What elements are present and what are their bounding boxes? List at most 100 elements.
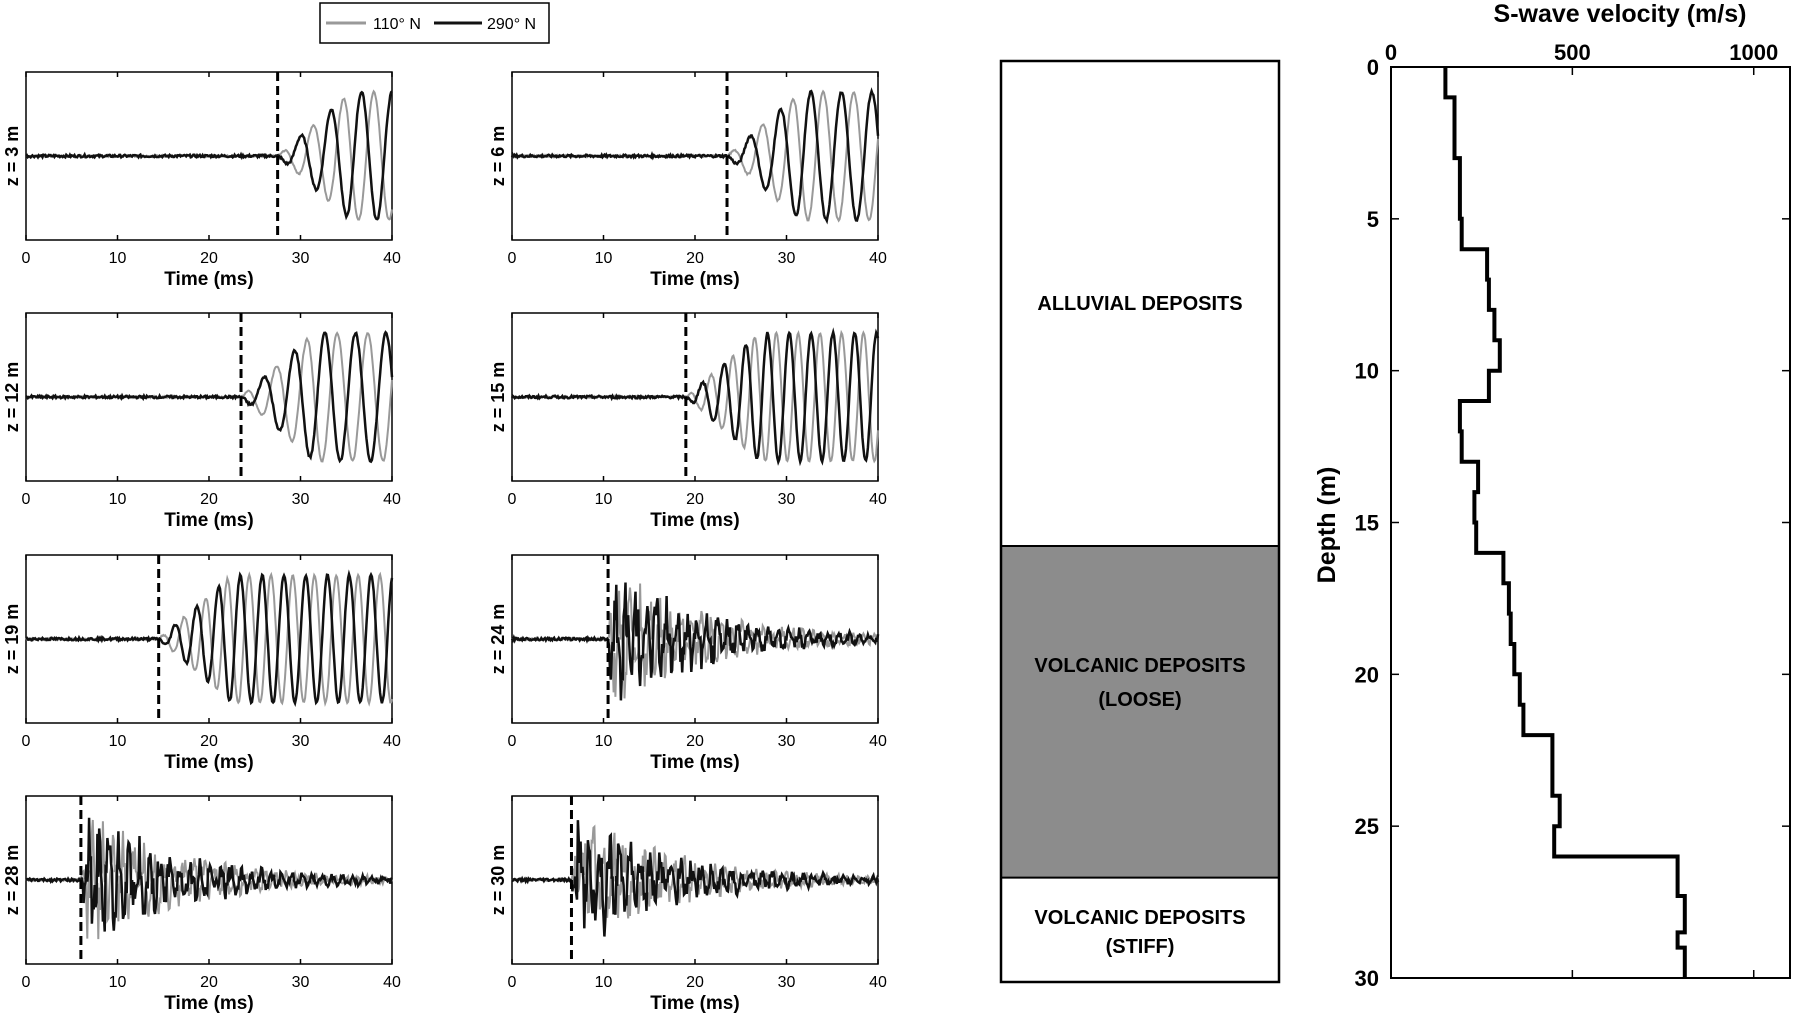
x-tick-label: 10 — [595, 250, 613, 267]
x-tick-label: 0 — [508, 491, 517, 508]
stratigraphic-column: ALLUVIAL DEPOSITS VOLCANIC DEPOSITS (LOO… — [999, 59, 1281, 984]
layer-volcanic-loose — [1001, 546, 1279, 878]
vs-y-tick-label: 30 — [1355, 966, 1379, 991]
vs-y-tick-label: 5 — [1367, 207, 1379, 232]
x-tick-label: 10 — [109, 250, 127, 267]
layer-label-volcanic-loose: VOLCANIC DEPOSITS — [1034, 655, 1245, 677]
x-tick-label: 30 — [292, 491, 310, 508]
legend: 110° N 290° N — [319, 2, 550, 44]
x-axis-label: Time (ms) — [164, 510, 253, 531]
x-tick-label: 10 — [109, 491, 127, 508]
seismogram-panel: 0 10 20 30 40 Time (ms) z = 24 m — [488, 554, 887, 773]
vs-profile-line — [1443, 67, 1687, 978]
x-axis-label: Time (ms) — [650, 269, 739, 290]
x-tick-label: 30 — [778, 974, 796, 991]
seismogram-panel: 0 10 20 30 40 Time (ms) z = 6 m — [488, 71, 887, 290]
legend-label-110: 110° N — [373, 16, 421, 33]
seismogram-panel: 0 10 20 30 40 Time (ms) z = 3 m — [2, 71, 401, 290]
x-tick-label: 20 — [686, 491, 704, 508]
x-tick-label: 10 — [595, 491, 613, 508]
x-axis-label: Time (ms) — [650, 993, 739, 1014]
x-tick-label: 10 — [595, 974, 613, 991]
trace-290 — [25, 330, 394, 464]
vs-profile-chart: S-wave velocity (m/s) Depth (m) 0 500 1000… — [1313, 0, 1791, 991]
x-axis-label: Time (ms) — [164, 993, 253, 1014]
x-tick-label: 40 — [869, 491, 887, 508]
layer-alluvial — [1001, 61, 1279, 547]
x-tick-label: 30 — [778, 733, 796, 750]
x-tick-label: 40 — [383, 250, 401, 267]
x-tick-label: 0 — [508, 250, 517, 267]
seismogram-panels: 0 10 20 30 40 Time (ms) z = 3 m 0 10 20 30 40 Time (… — [2, 71, 887, 1014]
vs-x-tick-label: 500 — [1554, 40, 1591, 65]
column-frame — [999, 59, 1281, 984]
x-tick-label: 0 — [508, 974, 517, 991]
x-axis-label: Time (ms) — [650, 752, 739, 773]
trace-290 — [25, 817, 393, 932]
x-tick-label: 40 — [383, 733, 401, 750]
vs-y-tick-label: 15 — [1355, 511, 1379, 536]
vs-x-tick-label: 1000 — [1729, 40, 1778, 65]
legend-label-290: 290° N — [487, 16, 536, 33]
x-tick-label: 20 — [686, 733, 704, 750]
x-tick-label: 40 — [869, 733, 887, 750]
x-tick-label: 0 — [22, 250, 31, 267]
x-tick-label: 10 — [595, 733, 613, 750]
layer-sublabel-stiff: (STIFF) — [1106, 936, 1175, 958]
trace-290 — [510, 582, 880, 701]
seismogram-panel: 0 10 20 30 40 Time (ms) z = 30 m — [488, 795, 887, 1014]
panel-ylabel: z = 30 m — [488, 845, 508, 916]
trace-110 — [511, 824, 879, 919]
seismogram-panel: 0 10 20 30 40 Time (ms) z = 15 m — [488, 312, 887, 531]
x-tick-label: 20 — [200, 250, 218, 267]
trace-110 — [25, 819, 393, 940]
panel-ylabel: z = 3 m — [2, 126, 22, 187]
x-axis-label: Time (ms) — [164, 269, 253, 290]
panel-ylabel: z = 28 m — [2, 845, 22, 916]
panel-ylabel: z = 12 m — [2, 362, 22, 433]
x-tick-label: 20 — [686, 974, 704, 991]
x-axis-label: Time (ms) — [164, 752, 253, 773]
x-tick-label: 30 — [292, 733, 310, 750]
vs-x-tick-label: 0 — [1385, 40, 1397, 65]
seismogram-panel: 0 10 20 30 40 Time (ms) z = 19 m — [2, 554, 401, 773]
vs-y-tick-label: 25 — [1355, 814, 1379, 839]
x-tick-label: 40 — [383, 491, 401, 508]
trace-290 — [25, 90, 393, 221]
x-tick-label: 0 — [22, 733, 31, 750]
layer-label-alluvial: ALLUVIAL DEPOSITS — [1037, 293, 1242, 315]
x-tick-label: 10 — [109, 974, 127, 991]
x-tick-label: 30 — [778, 491, 796, 508]
seismogram-panel: 0 10 20 30 40 Time (ms) z = 12 m — [2, 312, 401, 531]
x-tick-label: 40 — [869, 974, 887, 991]
x-tick-label: 40 — [869, 250, 887, 267]
trace-290 — [25, 569, 394, 708]
panel-ylabel: z = 15 m — [488, 362, 508, 433]
x-tick-label: 20 — [200, 733, 218, 750]
vs-y-tick-label: 0 — [1367, 55, 1379, 80]
x-tick-label: 20 — [686, 250, 704, 267]
panel-ylabel: z = 24 m — [488, 604, 508, 675]
layer-label-volcanic-stiff: VOLCANIC DEPOSITS — [1034, 907, 1245, 929]
vs-ylabel: Depth (m) — [1313, 467, 1341, 584]
x-tick-label: 0 — [22, 974, 31, 991]
layer-sublabel-loose: (LOOSE) — [1098, 689, 1181, 711]
x-tick-label: 0 — [22, 491, 31, 508]
panel-ylabel: z = 19 m — [2, 604, 22, 675]
x-tick-label: 30 — [778, 250, 796, 267]
vs-axes-frame — [1390, 66, 1791, 979]
vs-title: S-wave velocity (m/s) — [1494, 0, 1747, 28]
x-tick-label: 20 — [200, 491, 218, 508]
x-tick-label: 40 — [383, 974, 401, 991]
x-tick-label: 10 — [109, 733, 127, 750]
x-tick-label: 30 — [292, 250, 310, 267]
trace-290 — [510, 87, 880, 225]
x-tick-label: 30 — [292, 974, 310, 991]
x-axis-label: Time (ms) — [650, 510, 739, 531]
vs-ticks: 0 500 1000 0 5 10 15 20 25 30 — [1355, 40, 1790, 991]
seismogram-panel: 0 10 20 30 40 Time (ms) z = 28 m — [2, 795, 401, 1014]
trace-290 — [510, 327, 880, 467]
vs-y-tick-label: 10 — [1355, 359, 1379, 384]
x-tick-label: 0 — [508, 733, 517, 750]
